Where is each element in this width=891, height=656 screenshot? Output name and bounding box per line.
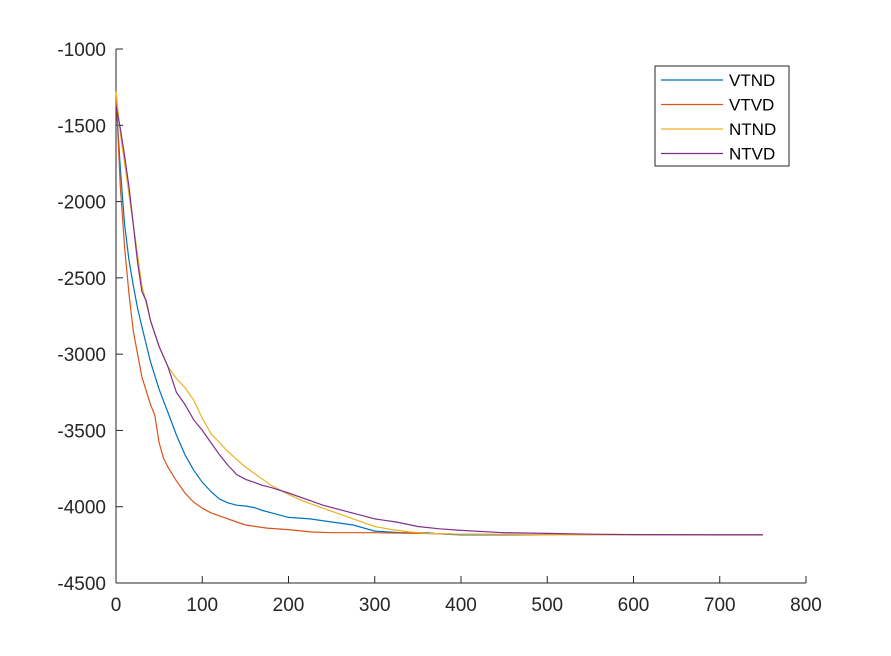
y-tick-label: -3000 [57, 345, 106, 366]
x-tick-label: 300 [359, 595, 391, 616]
y-tick-label: -1500 [57, 116, 106, 137]
x-tick-label: 400 [445, 595, 477, 616]
series-group [115, 91, 763, 536]
x-tick-label: 200 [273, 595, 305, 616]
x-tick-label: 0 [111, 595, 122, 616]
y-tick-label: -1000 [57, 40, 106, 61]
legend-label-vtvd: VTVD [729, 96, 774, 115]
x-tick-label: 800 [790, 595, 822, 616]
legend-label-ntnd: NTND [729, 120, 776, 139]
y-ticks: -1000 -1500 -2000 -2500 -3000 -3500 -4000 -4500 [57, 40, 123, 595]
legend-items: VTND VTVD NTND NTVD [661, 71, 776, 164]
legend-label-ntvd: NTVD [729, 145, 775, 164]
x-tick-label: 700 [704, 595, 736, 616]
legend-label-vtnd: VTND [729, 71, 775, 90]
x-tick-label: 100 [186, 595, 218, 616]
y-tick-label: -4500 [57, 574, 106, 595]
x-tick-label: 500 [531, 595, 563, 616]
series-line-ntnd [115, 91, 763, 536]
series-line-ntvd [115, 105, 763, 536]
x-tick-label: 600 [618, 595, 650, 616]
x-ticks: 0 100 200 300 400 500 600 700 800 [111, 576, 822, 616]
legend-box [654, 65, 790, 167]
y-tick-label: -2000 [57, 193, 106, 214]
series-line-vtvd [115, 91, 763, 536]
y-tick-label: -2500 [57, 269, 106, 290]
axes: 0 100 200 300 400 500 600 700 800 -1000 -1500 -200… [57, 40, 821, 616]
y-tick-label: -3500 [57, 421, 106, 442]
legend: VTND VTVD NTND NTVD [654, 65, 790, 167]
y-tick-label: -4000 [57, 498, 106, 519]
